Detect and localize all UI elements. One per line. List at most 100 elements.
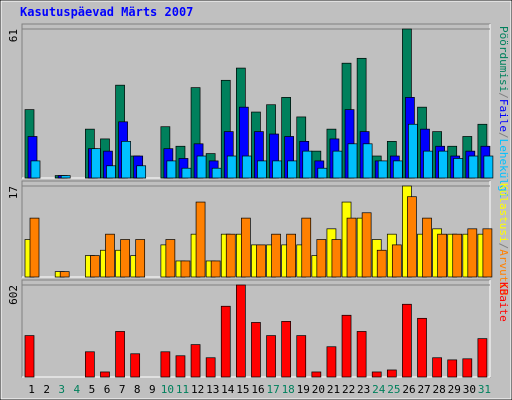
bar: [462, 358, 473, 378]
bar: [190, 344, 201, 378]
legend-separator: /: [497, 243, 510, 250]
bar: [225, 233, 236, 278]
bar: [301, 217, 312, 278]
bar: [120, 239, 130, 278]
bar: [341, 314, 352, 378]
x-tick-label: 5: [89, 383, 96, 396]
x-tick-label: 21: [327, 383, 340, 396]
x-tick-label: 7: [119, 383, 126, 396]
bar: [85, 351, 95, 378]
bar: [452, 233, 463, 278]
bar: [346, 217, 357, 278]
bar: [376, 249, 387, 278]
bar: [100, 371, 110, 378]
bar: [356, 331, 367, 378]
bar: [59, 271, 70, 278]
x-tick-label: 10: [161, 383, 174, 396]
x-tick-label: 14: [221, 383, 235, 396]
x-tick-label: 27: [417, 383, 430, 396]
bar: [205, 357, 216, 378]
x-tick-label: 13: [206, 383, 219, 396]
bar: [251, 322, 261, 378]
y-tick-label: 602: [7, 285, 20, 305]
bar: [286, 233, 296, 278]
bar: [281, 321, 291, 378]
bar: [115, 331, 125, 378]
bar: [236, 284, 246, 378]
bar: [166, 160, 177, 179]
bar: [242, 155, 252, 179]
legend-entry: KBaite: [497, 282, 510, 322]
bar: [195, 201, 206, 278]
bar: [220, 305, 231, 378]
bar: [30, 160, 41, 179]
bar: [347, 143, 358, 179]
bar: [483, 155, 494, 179]
bar: [256, 244, 266, 278]
bar: [226, 155, 237, 179]
bar: [453, 158, 464, 179]
x-tick-label: 20: [312, 383, 325, 396]
bar: [467, 228, 478, 278]
x-tick-label: 18: [282, 383, 295, 396]
x-tick-label: 25: [387, 383, 400, 396]
y-tick-label: 61: [7, 29, 20, 42]
bar: [437, 233, 447, 278]
bar: [60, 175, 71, 179]
bar: [181, 167, 192, 179]
x-tick-label: 26: [402, 383, 415, 396]
bar: [386, 369, 397, 378]
x-tick-label: 16: [251, 383, 264, 396]
bar: [311, 371, 322, 378]
bar: [422, 217, 432, 278]
bar: [408, 123, 418, 179]
bar: [121, 141, 131, 179]
bar: [468, 155, 479, 179]
x-tick-label: 24: [372, 383, 386, 396]
x-tick-label: 30: [463, 383, 476, 396]
legend-entry: Lehekülgi: [497, 139, 510, 199]
bar: [331, 239, 342, 278]
bar: [90, 255, 100, 278]
bar: [296, 335, 307, 378]
bar: [287, 160, 297, 179]
x-tick-label: 6: [104, 383, 111, 396]
bar: [241, 217, 251, 278]
bar: [302, 150, 313, 179]
x-tick-label: 1: [28, 383, 35, 396]
bar: [180, 260, 191, 278]
bar: [91, 148, 101, 179]
bar: [361, 212, 372, 278]
x-tick-label: 29: [448, 383, 461, 396]
chart-title: Kasutuspäevad Märts 2007: [20, 5, 193, 19]
bar: [326, 346, 337, 378]
bar: [29, 217, 40, 278]
bar: [371, 371, 382, 378]
bar: [391, 244, 402, 278]
x-tick-label: 15: [236, 383, 249, 396]
bar: [175, 355, 186, 378]
bar: [317, 167, 328, 179]
bar: [438, 150, 448, 179]
bar: [271, 233, 281, 278]
x-tick-label: 22: [342, 383, 355, 396]
legend-entry: Arvutid: [497, 249, 510, 295]
x-tick-label: 3: [58, 383, 65, 396]
legend-entry: Faile: [497, 99, 510, 132]
bar: [130, 353, 141, 378]
bar: [136, 165, 147, 179]
bar: [423, 150, 433, 179]
x-tick-label: 11: [176, 383, 189, 396]
bar: [266, 335, 276, 378]
x-tick-label: 2: [43, 383, 50, 396]
x-tick-label: 9: [149, 383, 156, 396]
x-tick-label: 19: [297, 383, 310, 396]
bar: [24, 335, 35, 378]
bar: [211, 167, 222, 179]
bar: [106, 165, 116, 179]
bar: [362, 143, 373, 179]
x-tick-label: 31: [478, 383, 491, 396]
bar: [210, 260, 221, 278]
